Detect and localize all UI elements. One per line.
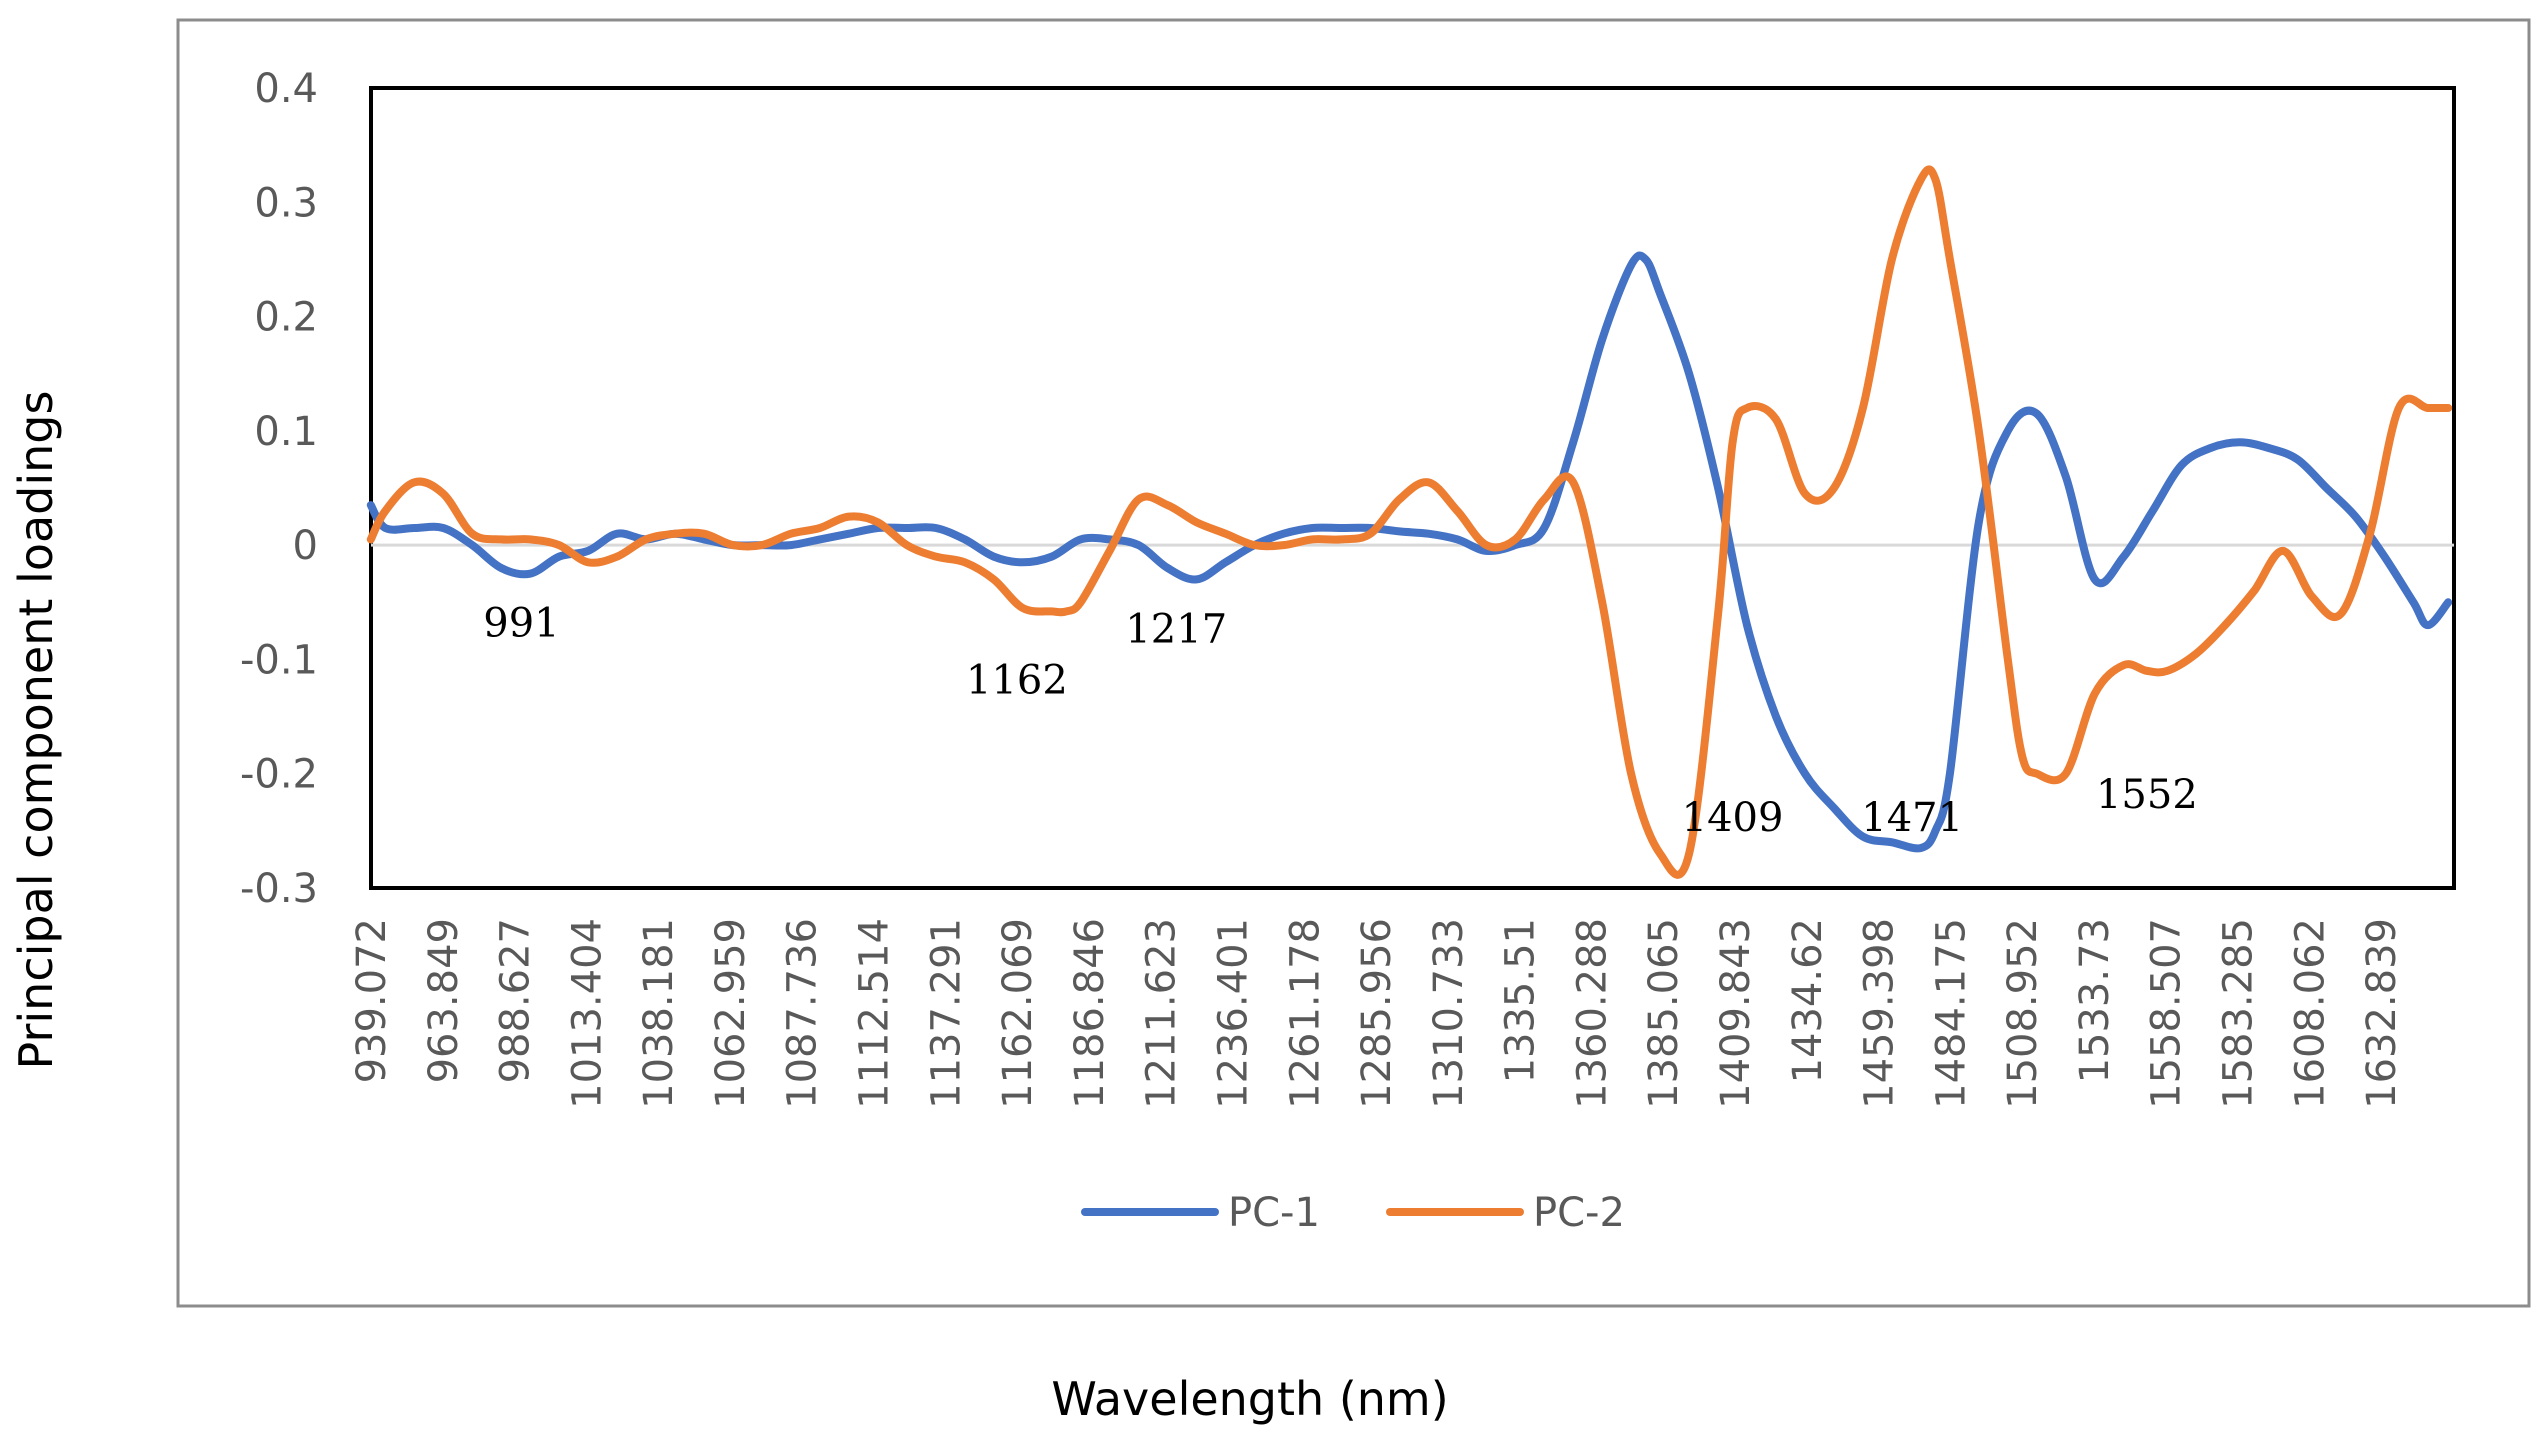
- x-axis-tick-labels: 939.072 963.849 988.627 1013.404 1038.181 106…: [349, 918, 2405, 1109]
- legend-label-pc1: PC-1: [1228, 1190, 1320, 1236]
- x-tick-label: 1583.285: [2216, 918, 2262, 1109]
- legend: PC-1 PC-2: [1081, 1190, 1625, 1236]
- x-tick-label: 1533.73: [2072, 918, 2118, 1083]
- series-line-pc-2: [366, 165, 2453, 879]
- x-axis-title: Wavelength (nm): [1051, 1372, 1448, 1426]
- x-tick-label: 1137.291: [923, 918, 969, 1109]
- peak-annotation: 1162: [966, 658, 1068, 704]
- y-tick-label: 0.2: [254, 295, 318, 341]
- x-tick-label: 1360.288: [1569, 918, 1615, 1109]
- plot-area-border: [369, 86, 2456, 890]
- y-axis-title: Principal component loadings: [9, 391, 63, 1070]
- x-tick-label: 1186.846: [1067, 918, 1113, 1109]
- x-tick-label: 1112.514: [852, 918, 898, 1109]
- x-tick-label: 1285.956: [1354, 918, 1400, 1109]
- x-tick-label: 1013.404: [564, 918, 610, 1109]
- x-tick-label: 1236.401: [1210, 918, 1256, 1109]
- x-tick-label: 1484.175: [1928, 918, 1974, 1109]
- peak-annotation: 991: [483, 601, 559, 647]
- x-tick-label: 1385.065: [1641, 918, 1687, 1109]
- y-tick-label: 0.1: [254, 409, 318, 455]
- x-tick-label: 1459.398: [1857, 918, 1903, 1109]
- y-tick-label: 0: [293, 523, 318, 569]
- x-tick-label: 1608.062: [2287, 918, 2333, 1109]
- x-tick-label: 1409.843: [1713, 918, 1759, 1109]
- x-tick-label: 1632.839: [2359, 918, 2405, 1109]
- y-tick-label: -0.3: [240, 866, 318, 912]
- x-tick-label: 1310.733: [1426, 918, 1472, 1109]
- x-tick-label: 1508.952: [2000, 918, 2046, 1109]
- peak-annotation: 1217: [1125, 606, 1227, 652]
- x-tick-label: 1558.507: [2144, 918, 2190, 1109]
- peak-annotation: 1552: [2096, 772, 2198, 818]
- annotation-layer: 991 1162 1217 1409 1471 1552: [483, 601, 2198, 841]
- x-tick-label: 1062.959: [708, 918, 754, 1109]
- peak-annotation: 1409: [1682, 795, 1784, 841]
- x-tick-label: 1038.181: [636, 918, 682, 1109]
- x-tick-label: 1261.178: [1282, 918, 1328, 1109]
- x-tick-label: 1211.623: [1139, 918, 1185, 1109]
- x-tick-label: 963.849: [421, 918, 467, 1083]
- x-tick-label: 939.072: [349, 918, 395, 1083]
- y-tick-label: -0.1: [240, 637, 318, 683]
- x-tick-label: 988.627: [493, 918, 539, 1083]
- y-tick-label: 0.3: [254, 180, 318, 226]
- series-layer: [366, 165, 2453, 879]
- peak-annotation: 1471: [1861, 795, 1963, 841]
- x-tick-label: 1434.62: [1785, 918, 1831, 1083]
- legend-label-pc2: PC-2: [1533, 1190, 1625, 1236]
- x-tick-label: 1335.51: [1498, 918, 1544, 1083]
- y-axis-tick-labels: 0.4 0.3 0.2 0.1 0 -0.1 -0.2 -0.3: [240, 66, 318, 912]
- y-tick-label: -0.2: [240, 752, 318, 798]
- x-tick-label: 1087.736: [780, 918, 826, 1109]
- y-tick-label: 0.4: [254, 66, 318, 112]
- x-tick-label: 1162.069: [995, 918, 1041, 1109]
